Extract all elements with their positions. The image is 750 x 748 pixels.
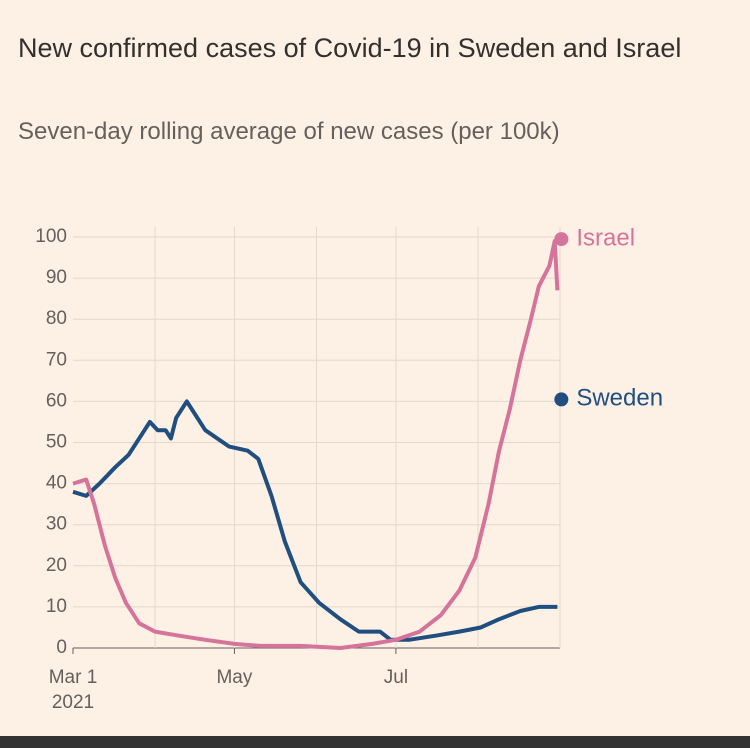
x-year-label: 2021 [52, 692, 94, 713]
y-tick-label: 80 [46, 308, 67, 329]
legend-marker [554, 392, 569, 407]
x-tick-label: May [216, 667, 252, 688]
legend-label: Israel [576, 224, 635, 251]
y-tick-label: 70 [46, 349, 67, 370]
legend-label: Sweden [576, 385, 663, 412]
y-tick-label: 10 [46, 596, 67, 617]
y-tick-label: 40 [46, 473, 67, 494]
series-line [72, 239, 560, 650]
legend-marker [554, 232, 569, 247]
series-line [72, 399, 558, 642]
bottom-bar [0, 736, 750, 748]
y-tick-label: 100 [35, 226, 67, 247]
x-tick-label: Mar 1 [49, 667, 98, 688]
y-tick-label: 90 [46, 267, 67, 288]
y-tick-label: 60 [46, 390, 67, 411]
x-tick-label: Jul [384, 667, 408, 688]
y-tick-label: 50 [46, 432, 67, 453]
y-tick-label: 20 [46, 555, 67, 576]
chart-subtitle: Seven-day rolling average of new cases (… [18, 118, 560, 145]
y-tick-label: 0 [56, 637, 67, 658]
chart-title: New confirmed cases of Covid-19 in Swede… [18, 33, 682, 63]
y-tick-label: 30 [46, 514, 67, 535]
